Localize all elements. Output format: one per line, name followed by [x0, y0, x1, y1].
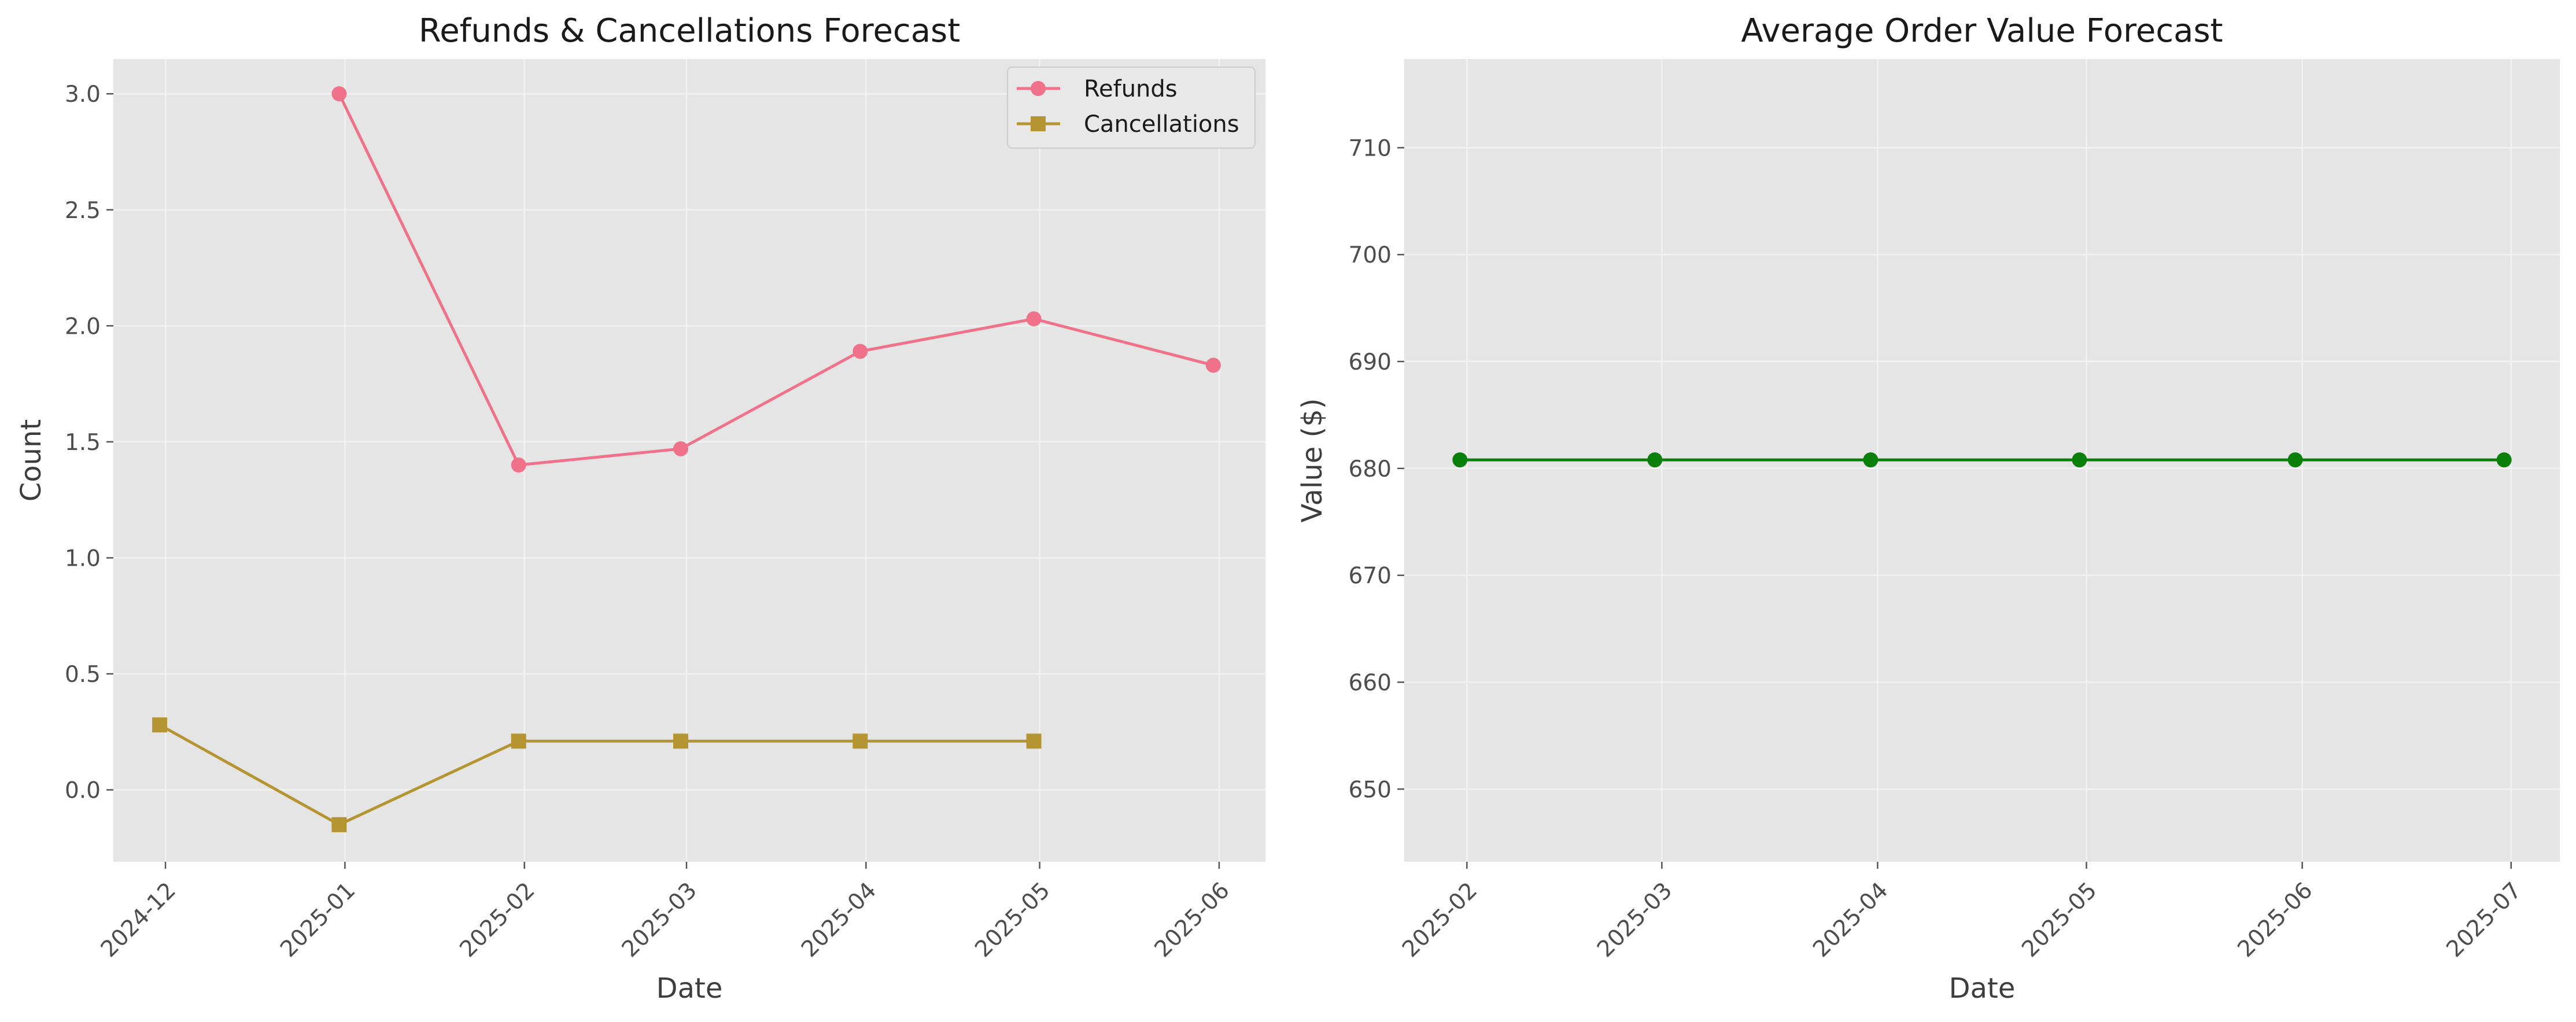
y-axis-label: Count	[15, 419, 47, 502]
legend: Refunds Cancellations	[1007, 67, 1256, 149]
legend-marker-refunds	[1031, 81, 1046, 96]
series-0-point	[2072, 452, 2087, 468]
y-tick-label: 660	[1349, 670, 1392, 696]
chart-title: Refunds & Cancellations Forecast	[419, 12, 960, 50]
y-tick-label: 690	[1349, 349, 1392, 375]
x-tick-label: 2025-02	[455, 877, 540, 962]
y-tick-label: 0.0	[65, 778, 101, 804]
cancellations-point	[852, 733, 868, 749]
chart-title: Average Order Value Forecast	[1741, 12, 2223, 50]
y-tick-label: 1.5	[65, 430, 101, 456]
refunds-point	[331, 86, 347, 102]
cancellations-point	[673, 733, 688, 749]
x-tick-label: 2025-07	[2442, 877, 2527, 962]
y-tick-label: 650	[1349, 777, 1392, 803]
x-tick-label: 2025-02	[1397, 877, 1482, 962]
series-layer	[1452, 452, 2512, 468]
series-0-point	[1452, 452, 1468, 468]
refunds-point	[511, 457, 526, 473]
refunds-point	[852, 344, 868, 359]
series-0-point	[2496, 452, 2512, 468]
series-0-point	[1863, 452, 1879, 468]
y-axis-label: Value ($)	[1296, 398, 1328, 522]
y-tick-label: 700	[1349, 242, 1392, 268]
legend-marker-cancellations	[1031, 116, 1046, 131]
refunds-point	[1205, 357, 1221, 373]
cancellations-point	[152, 717, 168, 733]
y-tick-label: 1.0	[65, 545, 101, 571]
y-tick-label: 680	[1349, 456, 1392, 482]
refunds-cancellations-chart: 0.0 0.5 1.0 1.5 2.0 2.5 3.0 2024-12 2025-01 2025-…	[15, 12, 1265, 1005]
refunds-point	[673, 441, 688, 456]
x-tick-label: 2025-03	[617, 877, 702, 962]
y-tick-label: 0.5	[65, 662, 101, 688]
x-axis-label: Date	[1949, 972, 2016, 1005]
x-tick-label: 2025-03	[1592, 877, 1677, 962]
series-0-point	[2287, 452, 2303, 468]
legend-label-refunds: Refunds	[1084, 76, 1178, 102]
plot-area	[113, 59, 1265, 862]
x-tick-label: 2025-05	[970, 877, 1055, 962]
refunds-line	[338, 93, 1214, 467]
legend-label-cancellations: Cancellations	[1084, 111, 1239, 138]
x-axis-label: Date	[656, 972, 723, 1005]
x-tick-label: 2025-04	[796, 877, 881, 962]
y-tick-label: 2.0	[65, 313, 101, 340]
x-tick-label: 2025-05	[2017, 877, 2102, 962]
x-tick-label: 2024-12	[96, 877, 181, 962]
x-tick-label: 2025-06	[2232, 877, 2317, 962]
y-tick-label: 3.0	[65, 82, 101, 108]
legend-box	[1007, 67, 1256, 149]
series-layer	[152, 86, 1221, 832]
series-0-point	[1647, 452, 1663, 468]
x-tick-label: 2025-06	[1150, 877, 1235, 962]
cancellations-point	[331, 817, 347, 832]
average-order-value-chart: 650 660 670 680 690 700 710 2025-02 2025-03 2025-…	[1296, 12, 2560, 1005]
cancellations-line	[158, 724, 1034, 827]
y-tick-label: 2.5	[65, 198, 101, 224]
x-tick-label: 2025-01	[275, 877, 360, 962]
x-tick-label: 2025-04	[1808, 877, 1893, 962]
refunds-point	[1026, 311, 1042, 327]
cancellations-point	[511, 733, 526, 749]
y-tick-label: 710	[1349, 135, 1392, 161]
y-tick-label: 670	[1349, 563, 1392, 589]
cancellations-point	[1026, 733, 1042, 749]
